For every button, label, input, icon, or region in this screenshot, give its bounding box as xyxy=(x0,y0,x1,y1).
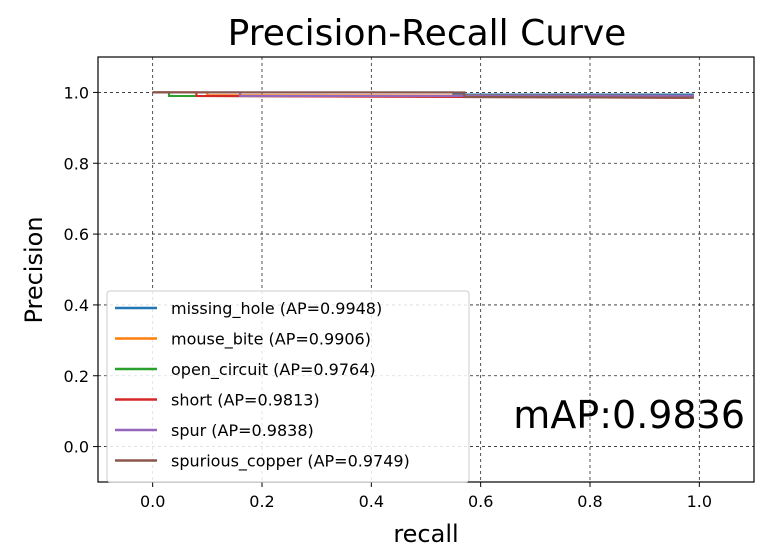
series-layer xyxy=(152,91,694,99)
map-annotation: mAP:0.9836 xyxy=(513,393,745,437)
legend-box xyxy=(106,290,470,483)
legend-entry: spur (AP=0.9838) xyxy=(171,421,314,440)
x-axis-label: recall xyxy=(393,520,458,548)
series-line xyxy=(152,91,694,99)
x-tick-label: 0.0 xyxy=(140,492,165,511)
x-tick-label: 0.8 xyxy=(577,492,602,511)
y-tick-label: 1.0 xyxy=(64,83,89,102)
tick-layer: 0.0 0.2 0.4 0.6 0.8 1.0 0.0 0.2 0.4 0.6 0.8 1.0 xyxy=(64,83,713,511)
y-tick-label: 0.8 xyxy=(64,154,89,173)
legend-entry: mouse_bite (AP=0.9906) xyxy=(171,330,371,350)
x-tick-label: 0.6 xyxy=(468,492,493,511)
legend-entry: open_circuit (AP=0.9764) xyxy=(171,360,376,380)
chart-title: Precision-Recall Curve xyxy=(228,13,627,54)
y-tick-label: 0.4 xyxy=(64,296,89,315)
legend-entry: missing_hole (AP=0.9948) xyxy=(171,299,382,319)
legend-entry: short (AP=0.9813) xyxy=(171,391,320,410)
y-tick-label: 0.2 xyxy=(64,367,89,386)
y-tick-label: 0.6 xyxy=(64,225,89,244)
y-axis-label: Precision xyxy=(20,216,48,323)
x-tick-label: 1.0 xyxy=(687,492,712,511)
y-tick-label: 0.0 xyxy=(64,438,89,457)
legend-entry: spurious_copper (AP=0.9749) xyxy=(171,452,410,472)
x-tick-label: 0.4 xyxy=(359,492,384,511)
x-tick-label: 0.2 xyxy=(249,492,274,511)
legend: missing_hole (AP=0.9948) mouse_bite (AP=0… xyxy=(106,290,470,483)
